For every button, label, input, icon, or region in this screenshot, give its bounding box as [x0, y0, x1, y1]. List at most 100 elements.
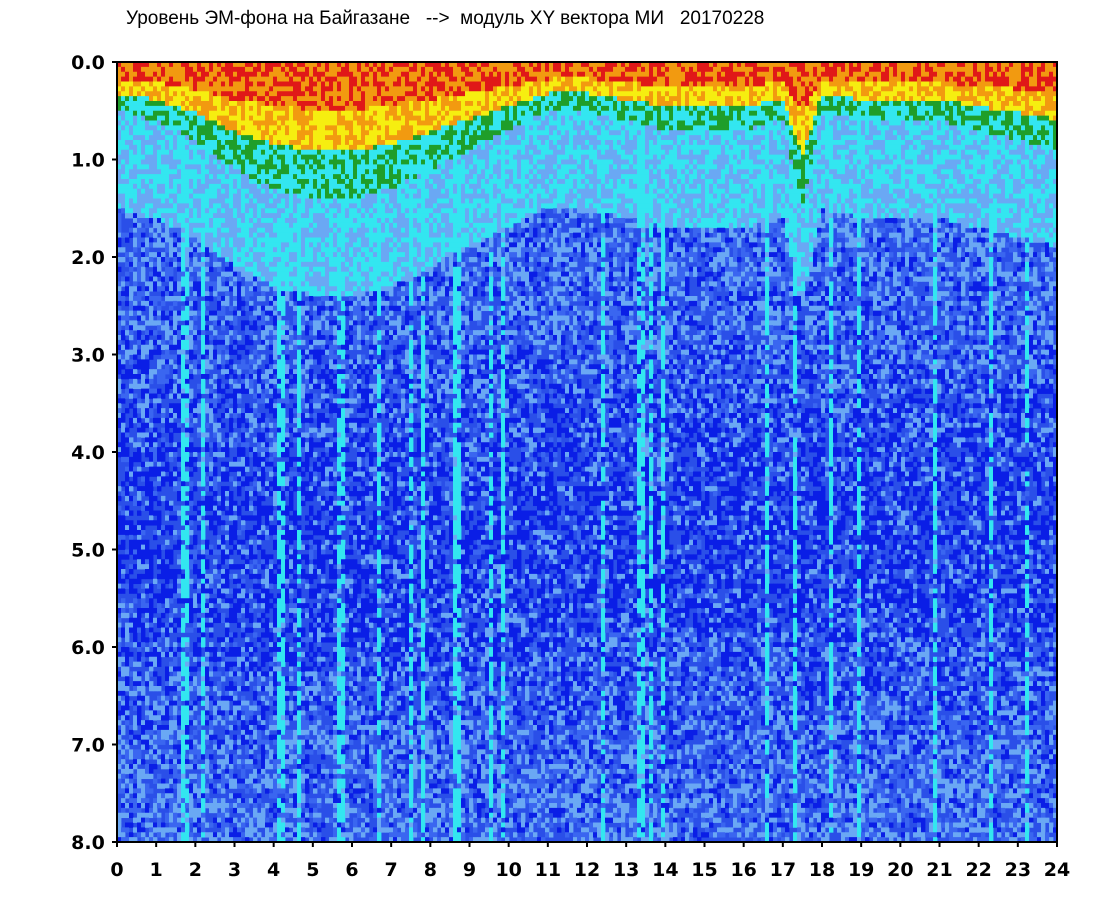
heatmap-cell: [149, 389, 153, 394]
heatmap-cell: [189, 788, 193, 793]
heatmap-cell: [133, 788, 137, 793]
heatmap-cell: [241, 628, 245, 633]
heatmap-cell: [201, 130, 205, 135]
heatmap-cell: [141, 350, 145, 355]
heatmap-cell: [245, 569, 249, 574]
heatmap-cell: [173, 213, 177, 218]
heatmap-cell: [241, 706, 245, 711]
heatmap-cell: [193, 676, 197, 681]
heatmap-cell: [197, 511, 201, 516]
heatmap-cell: [169, 184, 173, 189]
heatmap-cell: [125, 301, 129, 306]
heatmap-cell: [173, 218, 177, 223]
heatmap-cell: [161, 238, 165, 243]
heatmap-cell: [181, 311, 185, 316]
heatmap-cell: [277, 291, 281, 296]
heatmap-cell: [141, 101, 145, 106]
heatmap-cell: [265, 491, 269, 496]
heatmap-cell: [245, 86, 249, 91]
heatmap-cell: [253, 696, 257, 701]
heatmap-cell: [157, 340, 161, 345]
heatmap-cell: [241, 125, 245, 130]
heatmap-cell: [137, 272, 141, 277]
heatmap-cell: [121, 613, 125, 618]
heatmap-cell: [249, 384, 253, 389]
heatmap-cell: [149, 642, 153, 647]
heatmap-cell: [125, 632, 129, 637]
heatmap-cell: [257, 671, 261, 676]
heatmap-cell: [233, 403, 237, 408]
heatmap-cell: [149, 749, 153, 754]
heatmap-cell: [217, 618, 221, 623]
heatmap-cell: [165, 233, 169, 238]
heatmap-cell: [209, 233, 213, 238]
heatmap-cell: [233, 589, 237, 594]
heatmap-cell: [201, 818, 205, 823]
heatmap-cell: [141, 632, 145, 637]
heatmap-cell: [269, 564, 273, 569]
heatmap-cell: [165, 564, 169, 569]
heatmap-cell: [149, 101, 153, 106]
heatmap-cell: [269, 403, 273, 408]
heatmap-cell: [221, 603, 225, 608]
heatmap-cell: [205, 364, 209, 369]
heatmap-cell: [213, 121, 217, 126]
heatmap-cell: [141, 593, 145, 598]
heatmap-cell: [185, 91, 189, 96]
heatmap-cell: [173, 364, 177, 369]
heatmap-cell: [229, 564, 233, 569]
heatmap-cell: [245, 530, 249, 535]
heatmap-cell: [197, 335, 201, 340]
heatmap-cell: [253, 121, 257, 126]
heatmap-cell: [197, 364, 201, 369]
heatmap-cell: [281, 199, 285, 204]
heatmap-cell: [217, 174, 221, 179]
heatmap-cell: [165, 428, 169, 433]
heatmap-cell: [269, 150, 273, 155]
heatmap-cell: [149, 77, 153, 82]
heatmap-cell: [281, 238, 285, 243]
heatmap-cell: [181, 291, 185, 296]
heatmap-cell: [209, 550, 213, 555]
heatmap-cell: [177, 106, 181, 111]
heatmap-cell: [161, 428, 165, 433]
heatmap-cell: [121, 671, 125, 676]
heatmap-cell: [253, 540, 257, 545]
heatmap-cell: [229, 101, 233, 106]
heatmap-cell: [133, 686, 137, 691]
heatmap-cell: [225, 769, 229, 774]
heatmap-cell: [141, 813, 145, 818]
heatmap-cell: [273, 218, 277, 223]
heatmap-cell: [225, 296, 229, 301]
heatmap-cell: [237, 472, 241, 477]
heatmap-cell: [137, 788, 141, 793]
heatmap-cell: [193, 125, 197, 130]
heatmap-cell: [173, 740, 177, 745]
heatmap-cell: [149, 140, 153, 145]
heatmap-cell: [121, 515, 125, 520]
heatmap-cell: [181, 550, 185, 555]
heatmap-cell: [241, 433, 245, 438]
heatmap-cell: [245, 818, 249, 823]
heatmap-cell: [189, 184, 193, 189]
heatmap-cell: [129, 628, 133, 633]
heatmap-cell: [225, 671, 229, 676]
heatmap-cell: [233, 803, 237, 808]
heatmap-cell: [149, 823, 153, 828]
heatmap-cell: [145, 437, 149, 442]
heatmap-cell: [189, 101, 193, 106]
heatmap-cell: [197, 272, 201, 277]
heatmap-cell: [173, 476, 177, 481]
heatmap-cell: [181, 340, 185, 345]
heatmap-cell: [197, 116, 201, 121]
heatmap-cell: [185, 681, 189, 686]
heatmap-cell: [213, 116, 217, 121]
heatmap-cell: [221, 472, 225, 477]
heatmap-cell: [257, 116, 261, 121]
heatmap-cell: [145, 174, 149, 179]
heatmap-cell: [149, 808, 153, 813]
heatmap-cell: [137, 823, 141, 828]
heatmap-cell: [269, 725, 273, 730]
heatmap-cell: [249, 408, 253, 413]
heatmap-cell: [197, 121, 201, 126]
